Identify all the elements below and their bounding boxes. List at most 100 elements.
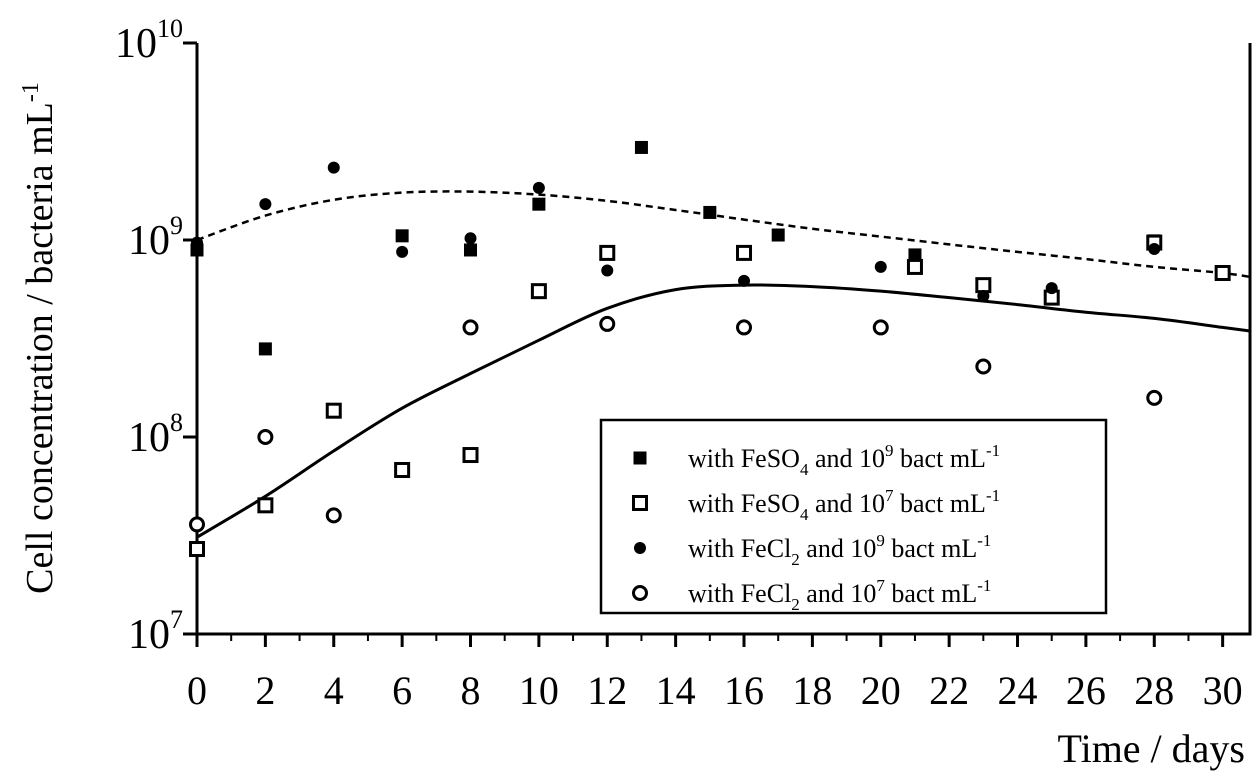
y-tick-label-base: 10 <box>128 612 170 658</box>
legend-label: with FeSO4 and 107 bact mL-1 <box>688 486 1000 524</box>
legend-marker <box>632 585 648 601</box>
data-point-open-circle <box>736 319 753 336</box>
x-tick-label: 26 <box>1066 668 1106 713</box>
data-point-open-square <box>975 277 992 294</box>
data-point-open-square <box>462 447 479 464</box>
y-tick-label-base: 10 <box>128 218 170 264</box>
y-tick-label: 109 <box>128 211 183 264</box>
data-point-filled-square <box>703 205 717 219</box>
fit-curve-dashed <box>196 190 1251 279</box>
x-axis-title: Time / days <box>1058 726 1245 771</box>
x-tick-label: 20 <box>861 668 901 713</box>
legend-label-part: 2 <box>791 595 800 614</box>
data-point-filled-square <box>258 342 272 356</box>
y-tick-label-exp: 10 <box>157 14 183 43</box>
legend-label: with FeSO4 and 109 bact mL-1 <box>688 441 1000 479</box>
data-point-open-circle <box>599 315 616 332</box>
y-tick-label: 1010 <box>115 14 183 67</box>
legend-marker <box>633 451 647 465</box>
data-point-open-circle <box>189 516 205 533</box>
x-tick-label: 8 <box>461 668 481 713</box>
data-point-open-circle <box>1146 389 1163 406</box>
legend-label-part: bact mL <box>885 534 977 563</box>
y-axis-title-main: Cell concentration / bacteria mL <box>19 102 61 594</box>
data-point-filled-circle <box>327 161 340 174</box>
data-point-filled-circle <box>738 274 751 287</box>
legend-label-part: 7 <box>885 486 894 505</box>
data-point-filled-circle <box>874 260 887 273</box>
data-point-open-square <box>1214 264 1231 281</box>
legend-label-part: 9 <box>885 441 894 460</box>
x-tick-label: 16 <box>724 668 764 713</box>
data-point-filled-circle <box>464 232 477 245</box>
legend-label-part: and 10 <box>808 444 885 473</box>
legend-label: with FeCl2 and 107 bact mL-1 <box>688 576 991 614</box>
legend-marker <box>634 542 646 554</box>
legend-marker <box>632 495 648 511</box>
data-point-filled-circle <box>396 245 409 258</box>
x-tick-label: 30 <box>1203 668 1243 713</box>
data-point-filled-square <box>634 140 648 154</box>
data-point-open-circle <box>975 358 992 375</box>
data-point-filled-square <box>532 197 546 211</box>
x-tick-label: 28 <box>1134 668 1174 713</box>
legend-label-part: -1 <box>986 486 1000 505</box>
data-point-filled-square <box>908 248 922 262</box>
x-tick-label: 4 <box>324 668 344 713</box>
legend-label-part: 4 <box>800 460 809 479</box>
data-point-open-circle <box>325 507 342 524</box>
legend-label-part: and 10 <box>800 579 877 608</box>
data-point-open-circle <box>872 319 889 336</box>
data-point-open-square <box>906 258 923 275</box>
legend-box <box>599 418 1108 615</box>
data-point-filled-square <box>464 243 478 257</box>
legend-label-part: with FeCl <box>688 534 791 563</box>
data-point-filled-circle <box>259 198 272 211</box>
x-tick-label: 6 <box>392 668 412 713</box>
x-tick-label: 24 <box>998 668 1038 713</box>
y-tick-label-exp: 8 <box>170 408 183 437</box>
x-tick-label: 2 <box>255 668 275 713</box>
x-tick-label: 10 <box>519 668 559 713</box>
legend-label-part: with FeCl <box>688 579 791 608</box>
data-point-filled-circle <box>1148 243 1161 256</box>
data-point-filled-circle <box>191 236 203 249</box>
legend-label-part: with FeSO <box>688 444 800 473</box>
data-point-filled-circle <box>601 264 614 277</box>
y-axis-title-sup: -1 <box>18 82 44 102</box>
y-tick-label: 108 <box>128 408 183 461</box>
x-axis: 0 2 4 6 8 10 12 14 16 18 20 22 24 26 28 30 <box>187 634 1243 713</box>
y-tick-label-base: 10 <box>128 415 170 461</box>
data-point-filled-square <box>395 229 409 243</box>
data-point-open-circle <box>257 429 274 445</box>
data-point-open-square <box>530 283 547 300</box>
legend-label-part: bact mL <box>894 444 986 473</box>
data-point-open-square <box>599 244 616 261</box>
x-tick-label: 0 <box>187 668 207 713</box>
legend-label-part: 2 <box>791 550 800 569</box>
data-point-filled-circle <box>532 181 545 194</box>
legend-label-part: -1 <box>977 531 991 550</box>
data-point-filled-circle <box>1045 282 1058 295</box>
x-tick-label: 22 <box>929 668 969 713</box>
data-point-open-square <box>394 461 411 478</box>
data-points <box>189 140 1231 558</box>
legend-label-part: bact mL <box>885 579 977 608</box>
legend-label: with FeCl2 and 109 bact mL-1 <box>688 531 991 569</box>
x-tick-label: 14 <box>656 668 696 713</box>
legend-label-part: and 10 <box>808 489 885 518</box>
data-point-open-square <box>736 244 753 261</box>
y-tick-label-base: 10 <box>115 21 157 67</box>
legend-label-part: and 10 <box>800 534 877 563</box>
legend-label-part: 7 <box>876 576 885 595</box>
legend-label-part: -1 <box>986 441 1000 460</box>
legend-label-part: -1 <box>977 576 991 595</box>
data-point-filled-square <box>771 228 785 242</box>
legend-label-part: 4 <box>800 505 809 524</box>
data-point-open-square <box>257 497 274 514</box>
y-axis-title: Cell concentration / bacteria mL-1 <box>18 82 61 594</box>
data-point-filled-circle <box>977 289 990 302</box>
